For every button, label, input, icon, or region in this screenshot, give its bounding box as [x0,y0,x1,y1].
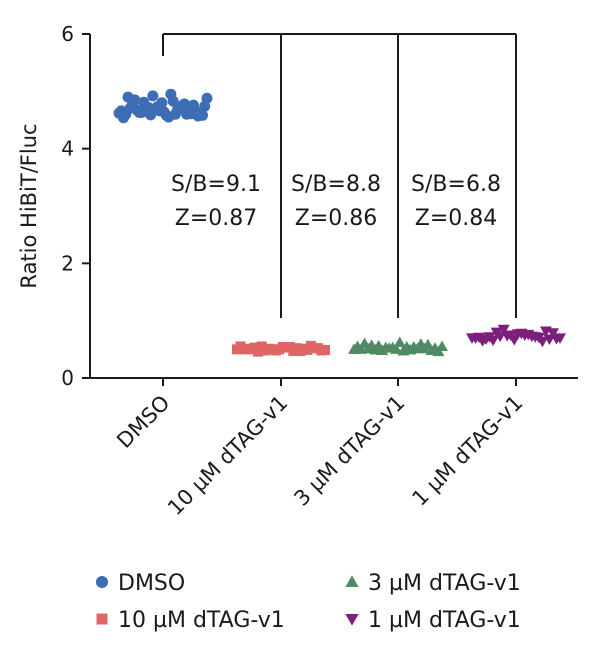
data-point [260,345,271,356]
category-label: 3 µM dTAG-v1 [289,391,409,511]
z-factor-label: Z=0.84 [415,206,498,231]
data-point [120,108,132,120]
data-point [480,334,493,346]
z-factor-label: Z=0.86 [295,206,378,231]
data-point [469,333,482,344]
data-point [298,343,309,354]
data-point [414,338,427,349]
data-points [113,88,566,357]
y-ticks: 0 2 4 6 [61,22,90,390]
category-label: 10 µM dTAG-v1 [163,391,293,521]
data-point [546,328,559,339]
comparison-annotations: S/B=9.1 Z=0.87 S/B=8.8 Z=0.86 S/B=6.8 Z=0.84 [171,172,501,231]
legend-marker [95,575,109,589]
sb-ratio-label: S/B=6.8 [411,172,501,197]
data-point [235,341,246,352]
category-label: DMSO [112,391,174,453]
axes [89,34,578,379]
y-tick-label: 6 [61,22,74,46]
legend-label: 1 µM dTAG-v1 [368,608,521,633]
data-point [428,342,441,353]
legend-marker [345,614,359,626]
x-ticks [162,378,517,386]
y-axis-title: Ratio HiBiT/Fluc [17,123,41,288]
data-point [376,344,389,355]
z-factor-label: Z=0.87 [175,206,258,231]
data-point [497,324,510,336]
data-point [133,107,145,119]
y-tick-label: 2 [61,251,74,275]
data-point [518,330,531,341]
sb-ratio-label: S/B=9.1 [171,172,261,197]
data-point [362,342,375,354]
data-point [532,332,545,344]
data-point [400,341,413,352]
data-point [494,331,507,343]
comparison-brackets [162,33,517,318]
data-point [390,343,403,354]
legend: DMSO 3 µM dTAG-v1 10 µM dTAG-v1 1 µM dTAG-v… [95,571,521,633]
data-point [312,343,323,354]
data-point [284,342,295,353]
legend-marker [96,613,108,625]
data-point [508,335,521,346]
data-point [194,107,206,119]
legend-marker [345,575,359,587]
category-label: 1 µM dTAG-v1 [407,391,527,511]
y-tick-label: 0 [61,366,74,390]
sb-ratio-label: S/B=8.8 [291,172,381,197]
y-tick-label: 4 [61,137,74,161]
data-point [127,99,139,111]
data-point [147,90,159,102]
data-point [246,344,257,355]
legend-label: 10 µM dTAG-v1 [118,608,285,633]
data-point [167,95,179,107]
legend-label: 3 µM dTAG-v1 [368,571,521,596]
data-point [174,103,186,115]
data-point [351,340,364,351]
data-point [201,92,213,104]
data-point [187,99,199,111]
legend-label: DMSO [118,571,185,596]
data-point [274,344,285,355]
data-point [154,105,166,117]
